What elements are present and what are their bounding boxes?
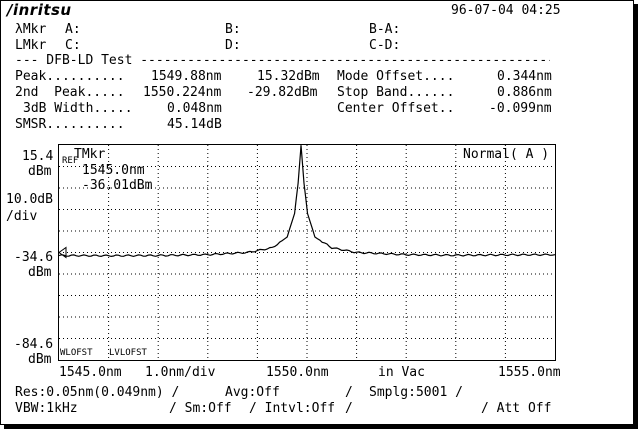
marker-c-minus-d: C-D: <box>369 38 401 53</box>
mode-offset-label: Mode Offset.... <box>337 69 455 84</box>
anritsu-logo: /inritsu <box>7 1 72 19</box>
trace-marker-level: -36.01dBm <box>82 178 153 193</box>
average-setting[interactable]: Avg:Off <box>225 385 280 400</box>
x-axis-center: 1550.0nm <box>266 365 329 380</box>
sampling-setting[interactable]: Smplg:5001 / <box>369 385 463 400</box>
spectrum-svg <box>59 145 555 360</box>
y-axis-bottom-value: -84.6 <box>14 337 54 352</box>
y-axis-top-unit: dBm <box>28 164 52 179</box>
wavelength-offset-flag: WLOFST <box>60 348 93 358</box>
second-peak-wavelength: 1550.224nm <box>143 85 222 100</box>
trace-marker-label: TMkr <box>74 147 106 162</box>
peak-wavelength: 1549.88nm <box>151 69 222 84</box>
interval-setting[interactable]: / Intvl:Off <box>249 401 336 416</box>
peak-label: Peak.......... <box>15 69 125 84</box>
x-axis-start: 1545.0nm <box>59 365 122 380</box>
y-axis-top-value: 15.4 <box>22 149 54 164</box>
marker-a: A: <box>65 22 81 37</box>
attenuator-setting[interactable]: / Att Off <box>481 401 552 416</box>
width-3db-label: 3dB Width..... <box>23 101 133 116</box>
x-axis-stop: 1555.0nm <box>498 365 561 380</box>
level-offset-flag: LVLOFST <box>109 348 147 358</box>
stop-band-label: Stop Band...... <box>337 85 455 100</box>
smoothing-setting[interactable]: / Sm:Off <box>169 401 232 416</box>
wavelength-marker-label: λMkr <box>15 22 47 37</box>
level-marker-label: LMkr <box>15 38 47 53</box>
center-offset-label: Center Offset.. <box>337 101 455 116</box>
resolution-setting[interactable]: Res:0.05nm(0.049nm) / <box>15 385 180 400</box>
ref-label: REF <box>62 156 79 166</box>
x-axis-medium: in Vac <box>378 365 425 380</box>
y-axis-bottom-unit: dBm <box>28 352 52 367</box>
second-peak-label: 2nd Peak..... <box>15 85 125 100</box>
x-axis-per-div: 1.0nm/div <box>145 365 216 380</box>
marker-c: C: <box>65 38 81 53</box>
mode-offset-value: 0.344nm <box>497 69 552 84</box>
trace-mode: Normal( A ) <box>463 147 550 162</box>
smsr-label: SMSR.......... <box>15 117 125 132</box>
stop-band-value: 0.886nm <box>497 85 552 100</box>
marker-d: D: <box>225 38 241 53</box>
date-time: 96-07-04 04:25 <box>451 3 561 18</box>
center-offset-value: -0.099nm <box>489 101 552 116</box>
peak-level: 15.32dBm <box>257 69 320 84</box>
spectrum-plot[interactable]: REF TMkr 1545.0nm -36.01dBm Normal( A ) … <box>58 144 556 361</box>
separator: / <box>345 385 353 400</box>
y-axis-scale-unit: /div <box>6 209 38 224</box>
width-3db-value: 0.048nm <box>167 101 222 116</box>
spectrum-trace <box>59 145 555 258</box>
marker-b-minus-a: B-A: <box>369 22 401 37</box>
y-axis-ref-unit: dBm <box>28 265 52 280</box>
section-title: --- DFB-LD Test ------------------------… <box>15 54 550 68</box>
osa-screen: /inritsu 96-07-04 04:25 λMkr A: B: B-A: … <box>0 0 634 425</box>
trace-marker-wavelength: 1545.0nm <box>82 163 145 178</box>
smsr-value: 45.14dB <box>167 117 222 132</box>
second-peak-level: -29.82dBm <box>247 85 318 100</box>
marker-b: B: <box>225 22 241 37</box>
vbw-setting[interactable]: VBW:1kHz <box>15 401 78 416</box>
y-axis-ref-value: -34.6 <box>14 250 54 265</box>
y-axis-scale: 10.0dB <box>6 192 53 207</box>
separator: / <box>345 401 353 416</box>
